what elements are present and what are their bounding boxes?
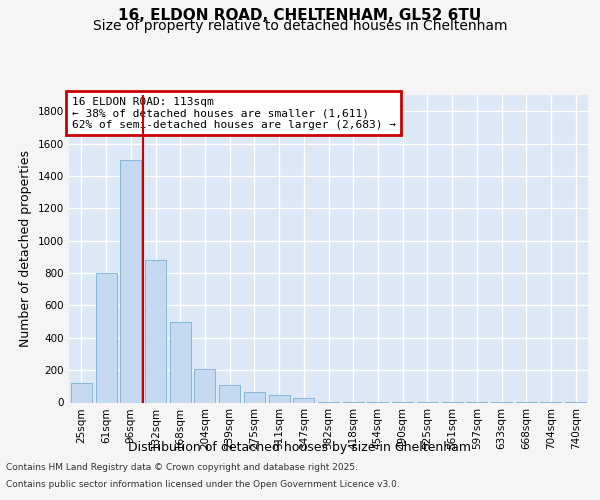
Text: Size of property relative to detached houses in Cheltenham: Size of property relative to detached ho…	[93, 19, 507, 33]
Bar	[120, 160, 141, 402]
Bar	[293, 398, 314, 402]
Bar	[194, 368, 215, 402]
Bar	[145, 260, 166, 402]
Bar	[269, 395, 290, 402]
Bar	[244, 392, 265, 402]
Bar	[219, 384, 240, 402]
Text: Contains HM Land Registry data © Crown copyright and database right 2025.: Contains HM Land Registry data © Crown c…	[6, 464, 358, 472]
Y-axis label: Number of detached properties: Number of detached properties	[19, 150, 32, 347]
Text: Contains public sector information licensed under the Open Government Licence v3: Contains public sector information licen…	[6, 480, 400, 489]
Text: 16 ELDON ROAD: 113sqm
← 38% of detached houses are smaller (1,611)
62% of semi-d: 16 ELDON ROAD: 113sqm ← 38% of detached …	[71, 96, 395, 130]
Bar	[170, 322, 191, 402]
Text: 16, ELDON ROAD, CHELTENHAM, GL52 6TU: 16, ELDON ROAD, CHELTENHAM, GL52 6TU	[118, 8, 482, 22]
Bar	[71, 383, 92, 402]
Bar	[95, 273, 116, 402]
Text: Distribution of detached houses by size in Cheltenham: Distribution of detached houses by size …	[128, 441, 472, 454]
